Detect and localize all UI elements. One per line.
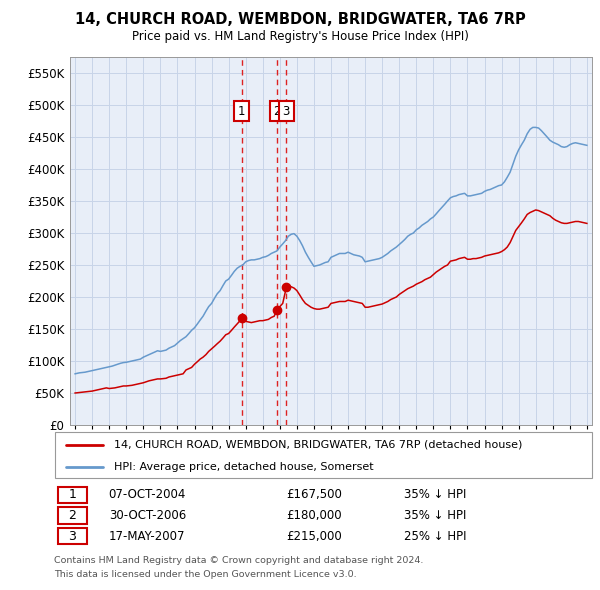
Text: 2: 2 [68, 509, 76, 522]
Text: £215,000: £215,000 [286, 530, 341, 543]
Text: 3: 3 [283, 105, 290, 118]
Text: £180,000: £180,000 [286, 509, 341, 522]
Bar [58, 507, 87, 524]
Text: 14, CHURCH ROAD, WEMBDON, BRIDGWATER, TA6 7RP: 14, CHURCH ROAD, WEMBDON, BRIDGWATER, TA… [74, 12, 526, 27]
Text: 3: 3 [68, 530, 76, 543]
Bar [58, 528, 87, 545]
Bar [58, 487, 87, 503]
Text: Price paid vs. HM Land Registry's House Price Index (HPI): Price paid vs. HM Land Registry's House … [131, 30, 469, 43]
Text: 2: 2 [273, 105, 281, 118]
Text: 35% ↓ HPI: 35% ↓ HPI [404, 488, 466, 501]
Text: 1: 1 [238, 105, 245, 118]
Text: This data is licensed under the Open Government Licence v3.0.: This data is licensed under the Open Gov… [54, 570, 356, 579]
Text: 25% ↓ HPI: 25% ↓ HPI [404, 530, 467, 543]
Text: 07-OCT-2004: 07-OCT-2004 [109, 488, 186, 501]
Text: 17-MAY-2007: 17-MAY-2007 [109, 530, 185, 543]
Text: HPI: Average price, detached house, Somerset: HPI: Average price, detached house, Some… [114, 461, 374, 471]
Text: 1: 1 [68, 488, 76, 501]
Text: Contains HM Land Registry data © Crown copyright and database right 2024.: Contains HM Land Registry data © Crown c… [54, 556, 424, 565]
Text: 35% ↓ HPI: 35% ↓ HPI [404, 509, 466, 522]
Text: 14, CHURCH ROAD, WEMBDON, BRIDGWATER, TA6 7RP (detached house): 14, CHURCH ROAD, WEMBDON, BRIDGWATER, TA… [114, 440, 523, 450]
Text: 30-OCT-2006: 30-OCT-2006 [109, 509, 186, 522]
Text: £167,500: £167,500 [286, 488, 342, 501]
